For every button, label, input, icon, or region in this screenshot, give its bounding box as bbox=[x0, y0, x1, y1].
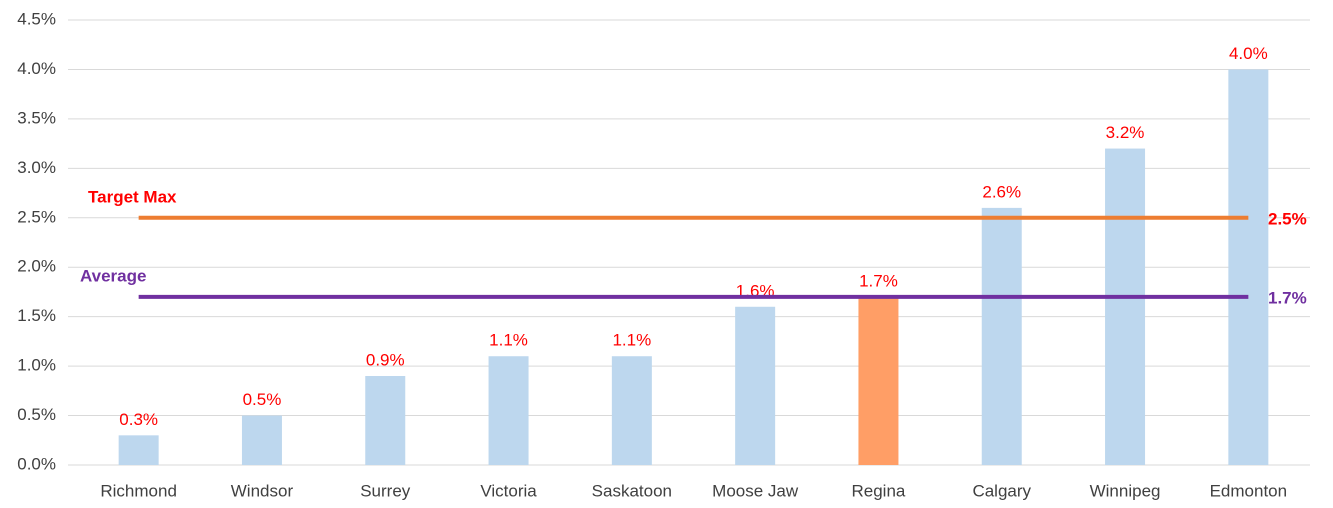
bar bbox=[1105, 148, 1146, 466]
y-tick-label: 1.5% bbox=[17, 306, 56, 325]
data-label: 1.1% bbox=[489, 331, 528, 350]
y-tick-label: 3.0% bbox=[17, 158, 56, 177]
x-tick-label: Richmond bbox=[100, 481, 177, 500]
bar bbox=[611, 356, 652, 465]
bar bbox=[981, 207, 1022, 465]
bar bbox=[735, 306, 776, 465]
reference-value-label: 1.7% bbox=[1268, 288, 1307, 307]
bar bbox=[488, 356, 529, 465]
bar bbox=[858, 296, 899, 465]
data-label: 4.0% bbox=[1229, 44, 1268, 63]
y-tick-label: 3.5% bbox=[17, 108, 56, 127]
x-tick-label: Surrey bbox=[360, 481, 411, 500]
x-tick-label: Victoria bbox=[480, 481, 537, 500]
x-tick-label: Moose Jaw bbox=[712, 481, 799, 500]
bar bbox=[118, 435, 159, 465]
y-tick-label: 0.5% bbox=[17, 405, 56, 424]
y-tick-label: 2.5% bbox=[17, 207, 56, 226]
data-label: 0.5% bbox=[243, 390, 282, 409]
bar bbox=[241, 415, 282, 465]
x-tick-label: Calgary bbox=[972, 481, 1031, 500]
reference-label: Average bbox=[80, 266, 146, 285]
data-label: 0.9% bbox=[366, 350, 405, 369]
y-tick-label: 1.0% bbox=[17, 356, 56, 375]
y-tick-label: 2.0% bbox=[17, 257, 56, 276]
data-label: 1.7% bbox=[859, 271, 898, 290]
x-tick-label: Regina bbox=[852, 481, 906, 500]
x-tick-label: Winnipeg bbox=[1090, 481, 1161, 500]
y-tick-label: 0.0% bbox=[17, 454, 56, 473]
y-tick-label: 4.0% bbox=[17, 59, 56, 78]
reference-value-label: 2.5% bbox=[1268, 209, 1307, 228]
data-label: 3.2% bbox=[1106, 123, 1145, 142]
data-label: 0.3% bbox=[119, 410, 158, 429]
bar bbox=[1228, 69, 1269, 465]
data-label: 1.1% bbox=[612, 331, 651, 350]
reference-label: Target Max bbox=[88, 187, 177, 206]
x-tick-label: Saskatoon bbox=[592, 481, 672, 500]
data-label: 2.6% bbox=[982, 182, 1021, 201]
bar bbox=[365, 376, 406, 465]
x-tick-label: Windsor bbox=[231, 481, 294, 500]
x-tick-label: Edmonton bbox=[1210, 481, 1288, 500]
y-tick-label: 4.5% bbox=[17, 9, 56, 28]
